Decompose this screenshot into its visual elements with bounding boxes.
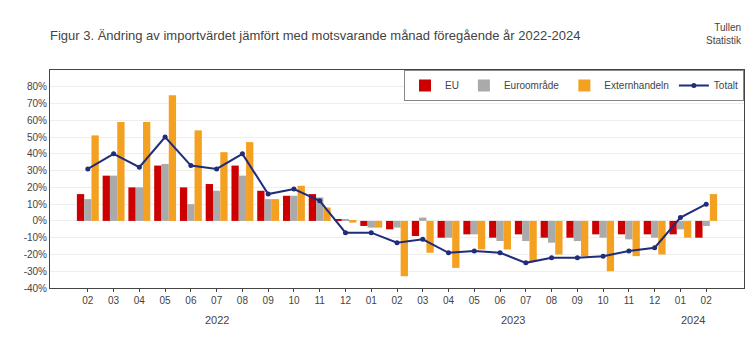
svg-text:10: 10 [288, 295, 300, 306]
svg-text:09: 09 [263, 295, 275, 306]
svg-text:05: 05 [469, 295, 481, 306]
svg-text:08: 08 [546, 295, 558, 306]
svg-text:03: 03 [108, 295, 120, 306]
svg-text:01: 01 [366, 295, 378, 306]
svg-text:-30%: -30% [24, 266, 47, 277]
svg-text:Externhandeln: Externhandeln [604, 80, 669, 91]
svg-text:Totalt: Totalt [714, 80, 738, 91]
svg-text:EU: EU [445, 80, 459, 91]
svg-text:-20%: -20% [24, 249, 47, 260]
svg-text:02: 02 [391, 295, 403, 306]
svg-text:02: 02 [82, 295, 94, 306]
svg-text:2023: 2023 [501, 314, 525, 326]
svg-text:-40%: -40% [24, 283, 47, 294]
svg-text:40%: 40% [27, 148, 47, 159]
svg-text:07: 07 [211, 295, 223, 306]
svg-text:11: 11 [624, 295, 635, 306]
svg-text:Euroområde: Euroområde [504, 80, 559, 91]
svg-text:80%: 80% [27, 81, 47, 92]
svg-text:08: 08 [237, 295, 249, 306]
svg-text:2022: 2022 [205, 314, 229, 326]
svg-text:0%: 0% [33, 215, 48, 226]
svg-text:2024: 2024 [681, 314, 705, 326]
svg-text:50%: 50% [27, 132, 47, 143]
svg-text:10%: 10% [27, 199, 47, 210]
svg-text:09: 09 [572, 295, 584, 306]
svg-text:11: 11 [315, 295, 326, 306]
svg-text:07: 07 [520, 295, 532, 306]
svg-text:01: 01 [675, 295, 687, 306]
svg-text:60%: 60% [27, 115, 47, 126]
svg-text:10: 10 [598, 295, 610, 306]
svg-text:TullenStatistik: TullenStatistik [706, 22, 742, 46]
svg-text:70%: 70% [27, 98, 47, 109]
svg-text:Figur 3. Ändring av importvärd: Figur 3. Ändring av importvärdet jämfört… [50, 28, 580, 43]
svg-text:12: 12 [340, 295, 352, 306]
svg-text:04: 04 [443, 295, 455, 306]
svg-text:04: 04 [134, 295, 146, 306]
svg-text:02: 02 [701, 295, 713, 306]
svg-text:30%: 30% [27, 165, 47, 176]
svg-text:20%: 20% [27, 182, 47, 193]
svg-text:12: 12 [649, 295, 661, 306]
svg-text:05: 05 [160, 295, 172, 306]
svg-text:-10%: -10% [24, 232, 47, 243]
svg-text:06: 06 [494, 295, 506, 306]
svg-text:03: 03 [417, 295, 429, 306]
svg-text:06: 06 [185, 295, 197, 306]
